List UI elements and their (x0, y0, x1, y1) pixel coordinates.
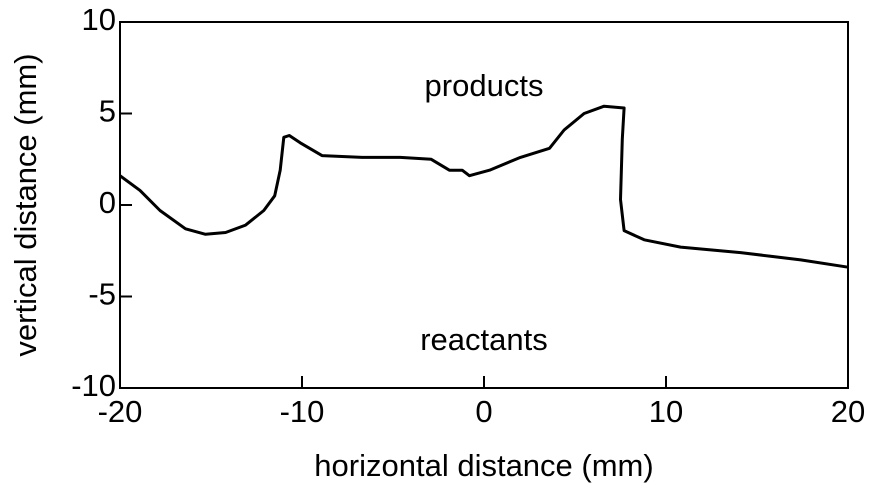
y-tick-label: 10 (82, 2, 116, 37)
y-tick-label: 0 (99, 185, 116, 220)
y-axis-label: vertical distance (mm) (8, 53, 43, 356)
x-tick-label: -20 (98, 394, 143, 429)
x-tick-label: -10 (280, 394, 325, 429)
annotation: reactants (420, 322, 548, 357)
x-tick-label: 10 (649, 394, 683, 429)
y-tick-label: -10 (71, 368, 116, 403)
data-line (119, 104, 849, 269)
x-tick-label: 0 (475, 394, 492, 429)
y-tick-label: 5 (99, 94, 116, 129)
annotation: products (425, 68, 544, 103)
x-tick-label: 20 (831, 394, 865, 429)
y-tick-label: -5 (88, 277, 116, 312)
x-axis-label: horizontal distance (mm) (314, 448, 653, 483)
